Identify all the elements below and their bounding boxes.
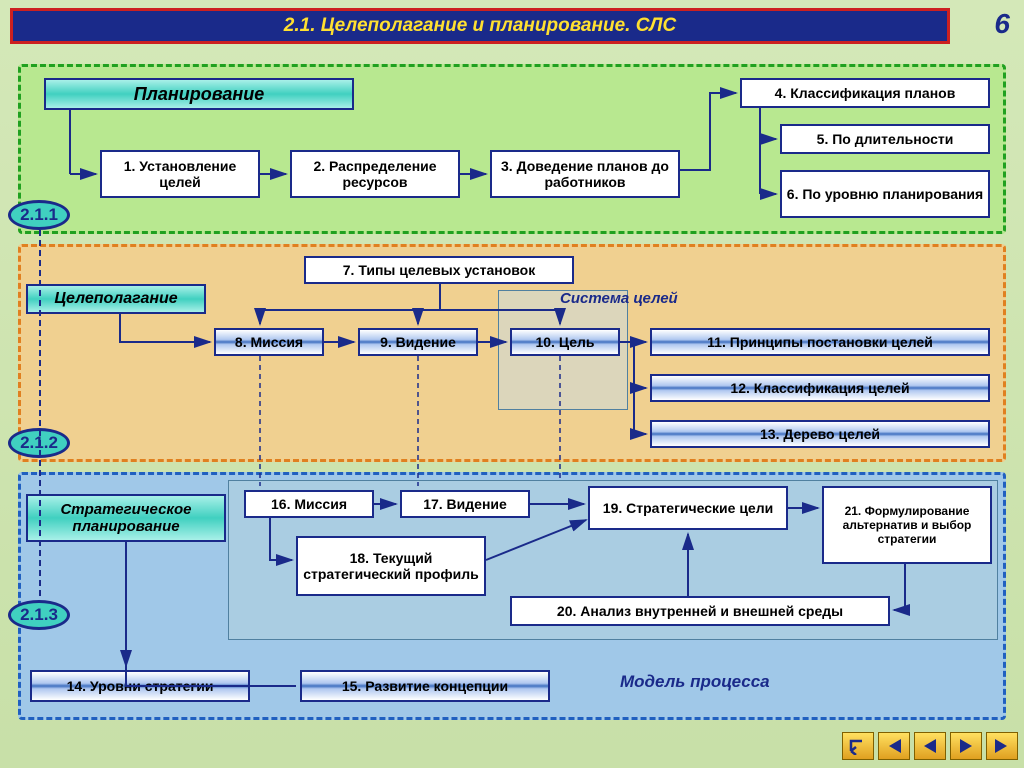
box-16: 16. Миссия (244, 490, 374, 518)
box-5: 5. По длительности (780, 124, 990, 154)
box-19: 19. Стратегические цели (588, 486, 788, 530)
box-12: 12. Классификация целей (650, 374, 990, 402)
header-goals: Целеполагание (26, 284, 206, 314)
box-13: 13. Дерево целей (650, 420, 990, 448)
section-num-2: 2.1.2 (8, 428, 70, 458)
box-8: 8. Миссия (214, 328, 324, 356)
box-18: 18. Текущий стратегический профиль (296, 536, 486, 596)
box-21: 21. Формулирование альтернатив и выбор с… (822, 486, 992, 564)
box-15: 15. Развитие концепции (300, 670, 550, 702)
section-num-3: 2.1.3 (8, 600, 70, 630)
nav-last-button[interactable] (986, 732, 1018, 760)
box-4: 4. Классификация планов (740, 78, 990, 108)
box-10: 10. Цель (510, 328, 620, 356)
nav-prev-button[interactable] (914, 732, 946, 760)
page-number: 6 (994, 8, 1010, 40)
box-14: 14. Уровни стратегии (30, 670, 250, 702)
nav-next-button[interactable] (950, 732, 982, 760)
box-1: 1. Установление целей (100, 150, 260, 198)
page-title: 2.1. Целеполагание и планирование. СЛС (284, 15, 676, 37)
box-6: 6. По уровню планирования (780, 170, 990, 218)
box-11: 11. Принципы постановки целей (650, 328, 990, 356)
section-num-1: 2.1.1 (8, 200, 70, 230)
box-7: 7. Типы целевых установок (304, 256, 574, 284)
header-strategic: Стратегическое планирование (26, 494, 226, 542)
box-2: 2. Распределение ресурсов (290, 150, 460, 198)
box-20: 20. Анализ внутренней и внешней среды (510, 596, 890, 626)
process-model-label: Модель процесса (620, 672, 770, 692)
goals-system-label: Система целей (560, 290, 678, 307)
header-planning: Планирование (44, 78, 354, 110)
nav-first-button[interactable] (878, 732, 910, 760)
box-17: 17. Видение (400, 490, 530, 518)
box-9: 9. Видение (358, 328, 478, 356)
title-bar: 2.1. Целеполагание и планирование. СЛС (10, 8, 950, 44)
box-3: 3. Доведение планов до работников (490, 150, 680, 198)
nav-return-button[interactable] (842, 732, 874, 760)
